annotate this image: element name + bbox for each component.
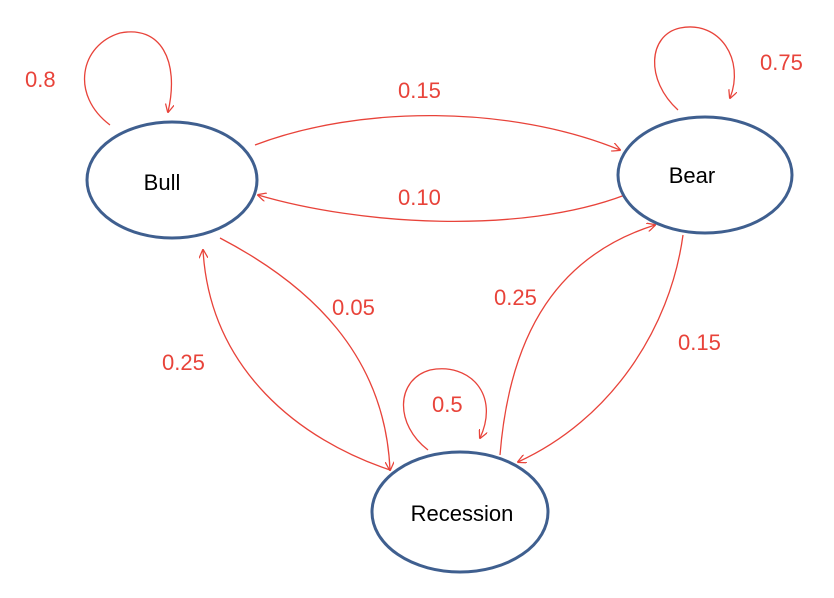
- edge-recession-bull: [203, 250, 391, 471]
- node-bull: Bull: [85, 120, 259, 240]
- edge-label-bull-bull: 0.8: [25, 67, 56, 92]
- edge-bull-bear: [254, 114, 620, 150]
- edge-recession-bear: [499, 225, 655, 456]
- node-recession-label: Recession: [411, 501, 514, 526]
- node-bear-label: Bear: [669, 163, 715, 188]
- edge-label-recession-recession: 0.5: [432, 392, 463, 417]
- edge-bull-bull: [83, 31, 172, 126]
- node-bear: Bear: [616, 115, 794, 235]
- edge-label-bear-bull: 0.10: [398, 185, 441, 210]
- edge-bull-recession: [219, 237, 390, 470]
- node-recession-shape: [370, 450, 550, 574]
- edge-bear-recession: [518, 234, 684, 462]
- edge-bear-bull: [258, 195, 626, 223]
- edge-label-bear-bear: 0.75: [760, 50, 803, 75]
- edge-label-bear-recession: 0.15: [678, 330, 721, 355]
- node-recession: Recession: [370, 450, 550, 574]
- edge-label-recession-bull: 0.25: [162, 350, 205, 375]
- edge-recession-recession: [402, 368, 486, 451]
- edge-bear-bear: [653, 26, 735, 111]
- node-bull-shape: [85, 120, 259, 240]
- node-bear-shape: [616, 115, 794, 235]
- edge-label-bull-bear: 0.15: [398, 78, 441, 103]
- edge-label-recession-bear: 0.25: [494, 285, 537, 310]
- edge-label-bull-recession: 0.05: [332, 295, 375, 320]
- node-bull-label: Bull: [144, 170, 181, 195]
